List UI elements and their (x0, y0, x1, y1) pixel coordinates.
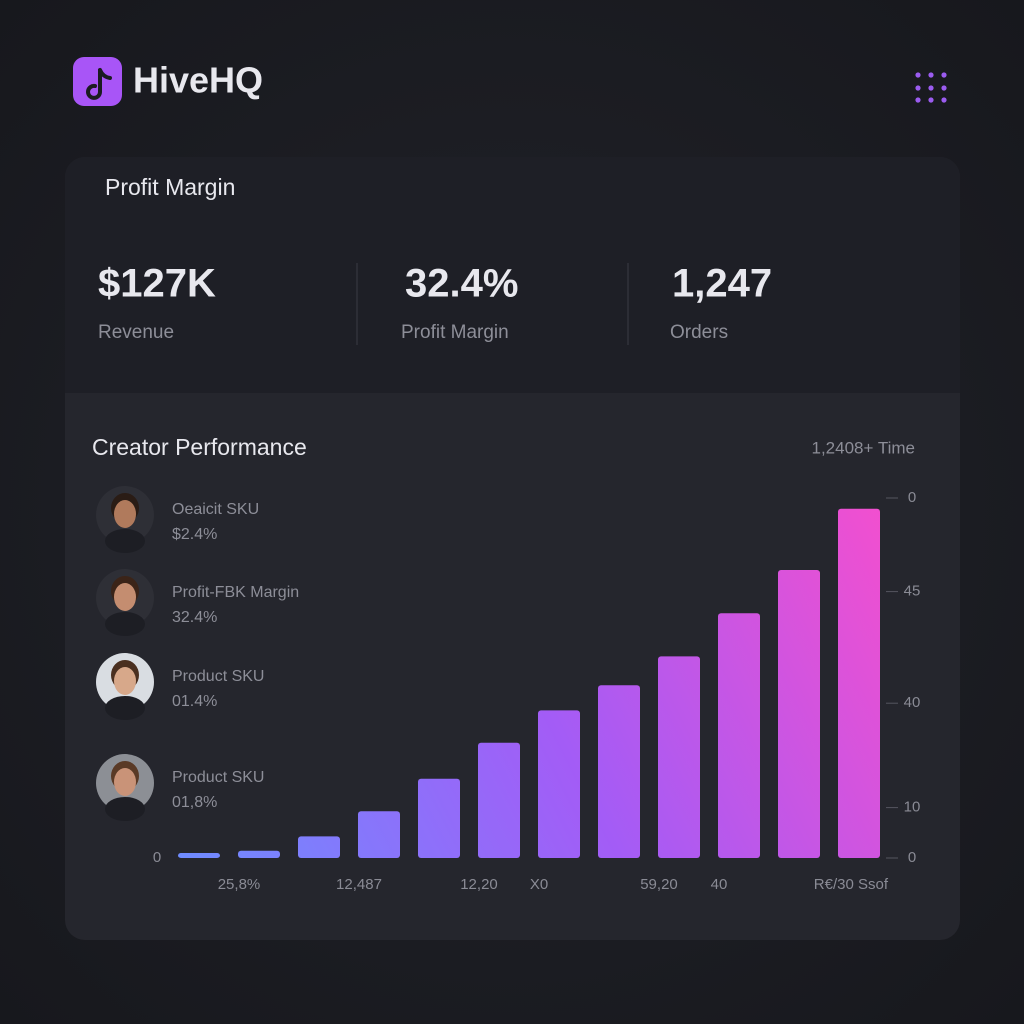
avatar (96, 653, 154, 720)
bar (538, 710, 580, 858)
stat-value: 32.4% (405, 262, 518, 306)
bar (178, 852, 220, 858)
x-tick-label: X0 (530, 876, 548, 893)
logo-glyph (86, 68, 112, 100)
bar (418, 778, 460, 858)
x-tick-label: 25,8% (218, 876, 261, 893)
bar (838, 508, 880, 858)
avatar-face (114, 500, 136, 528)
avatar-body (105, 612, 145, 636)
y-tick-label: 10 (904, 799, 921, 816)
stat-value: $127K (98, 262, 216, 306)
y-tick-label: 0 (908, 489, 916, 506)
y-origin-label: 0 (153, 849, 161, 866)
y-tick-label: 40 (904, 694, 921, 711)
x-tick-label: 12,487 (336, 876, 382, 893)
avatar-body (105, 696, 145, 720)
summary-title: Profit Margin (105, 174, 235, 200)
bar (598, 685, 640, 858)
avatar (96, 569, 154, 636)
section-meta: 1,2408+ Time (812, 438, 916, 457)
bar (358, 811, 400, 858)
bar (658, 656, 700, 858)
brand: HiveHQ (133, 60, 263, 101)
logo (73, 57, 122, 106)
x-tick-label: 40 (711, 876, 728, 893)
avatar-body (105, 529, 145, 553)
creator-name: Product SKU (172, 769, 264, 786)
creator-name: Product SKU (172, 668, 264, 685)
avatar-body (105, 797, 145, 821)
avatar (96, 754, 154, 821)
y-tick-label: 0 (908, 849, 916, 866)
bar (778, 570, 820, 858)
x-tick-label: 12,20 (460, 876, 498, 893)
avatar-face (114, 583, 136, 611)
creator-stat: 01,8% (172, 794, 217, 811)
creator-stat: $2.4% (172, 526, 217, 543)
menu-icon[interactable] (915, 72, 947, 103)
bar (238, 850, 280, 858)
creator-name: Oeaicit SKU (172, 501, 259, 518)
stat-label: Revenue (98, 322, 174, 343)
bar (298, 836, 340, 858)
avatar-face (114, 667, 136, 695)
stat-label: Profit Margin (401, 322, 509, 343)
avatar (96, 486, 154, 553)
creator-stat: 01.4% (172, 693, 217, 710)
creator-stat: 32.4% (172, 609, 217, 626)
creator-name: Profit-FBK Margin (172, 584, 299, 601)
section-title: Creator Performance (92, 434, 307, 460)
y-tick-label: 45 (904, 583, 921, 600)
x-tick-label: R€/30 Ssof (814, 876, 889, 893)
stat-value: 1,247 (672, 262, 772, 306)
avatar-face (114, 768, 136, 796)
bar (478, 742, 520, 858)
bar (718, 613, 760, 858)
stat-label: Orders (670, 322, 728, 343)
summary-panel (65, 157, 960, 393)
x-tick-label: 59,20 (640, 876, 678, 893)
